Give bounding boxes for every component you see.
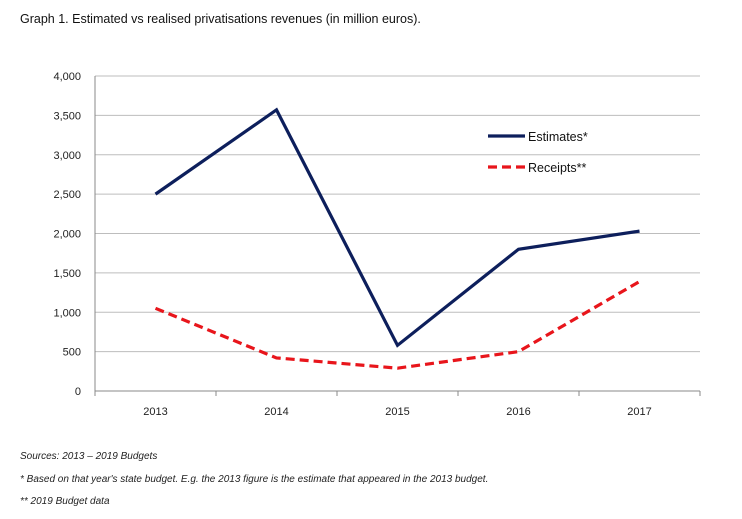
y-tick-label: 500	[63, 347, 81, 359]
y-tick-label: 1,500	[53, 268, 81, 280]
series-line-receipts	[154, 280, 641, 370]
legend-label: Estimates*	[528, 130, 588, 144]
y-tick-label: 0	[75, 386, 81, 398]
y-tick-label: 3,000	[53, 150, 81, 162]
x-tick-label: 2016	[506, 406, 530, 418]
sources-note: Sources: 2013 – 2019 Budgets	[20, 451, 158, 462]
x-tick-label: 2013	[143, 406, 167, 418]
legend-label: Receipts**	[528, 161, 586, 175]
chart-title: Graph 1. Estimated vs realised privatisa…	[20, 12, 421, 26]
y-tick-label: 4,000	[53, 71, 81, 83]
y-tick-label: 3,500	[53, 110, 81, 122]
series-line-estimates	[154, 107, 640, 348]
x-tick-label: 2015	[385, 406, 409, 418]
y-tick-label: 2,500	[53, 189, 81, 201]
y-tick-label: 2,000	[53, 229, 81, 241]
footnote-2: ** 2019 Budget data	[20, 496, 110, 507]
y-tick-label: 1,000	[53, 307, 81, 319]
footnote-1: * Based on that year's state budget. E.g…	[20, 474, 489, 485]
x-tick-label: 2014	[264, 406, 288, 418]
x-tick-label: 2017	[627, 406, 651, 418]
